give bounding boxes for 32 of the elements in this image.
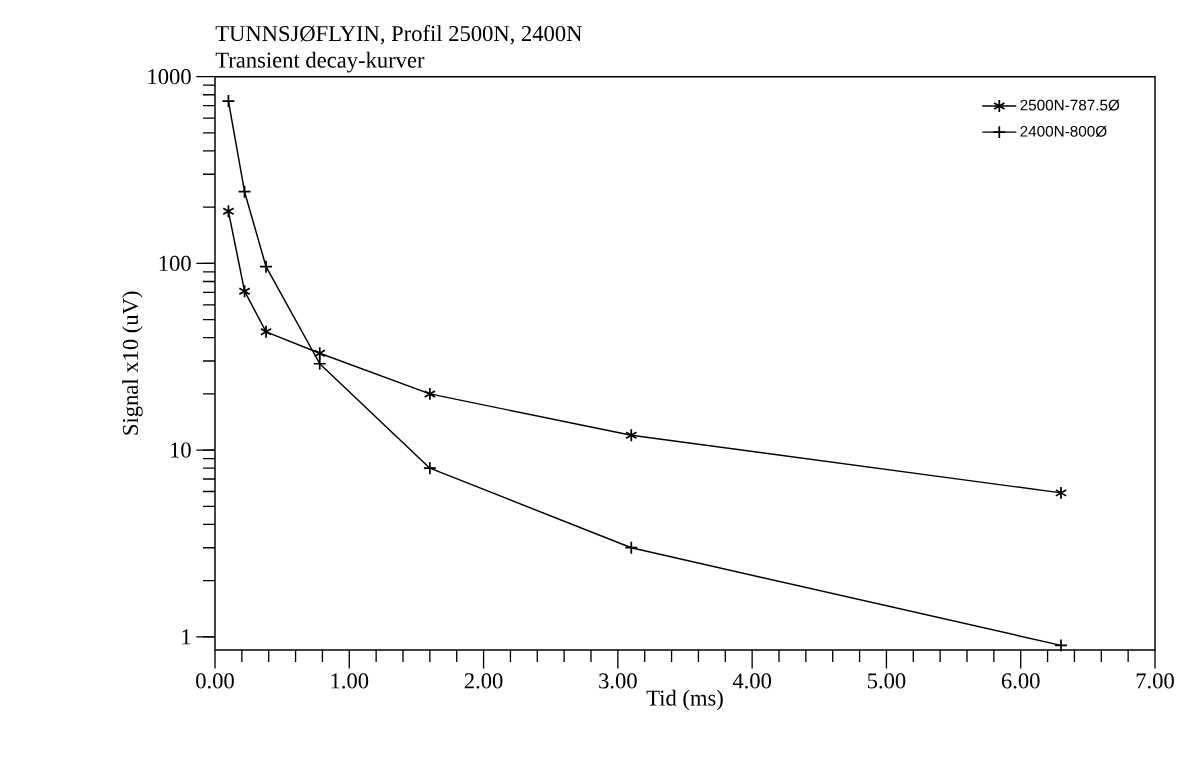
x-tick-label: 4.00 — [732, 673, 772, 689]
point — [423, 387, 436, 401]
chart-subtitle: Transient decay-kurver — [215, 51, 425, 73]
point — [221, 94, 236, 108]
point — [222, 204, 235, 219]
point — [1054, 486, 1068, 500]
x-tick-label: 3.00 — [599, 673, 637, 689]
point — [624, 540, 639, 555]
point — [313, 346, 326, 361]
x-tick-label: 1.00 — [331, 673, 369, 689]
legend-label: 2400N-800Ø — [1020, 125, 1107, 137]
x-tick-label: 7.00 — [1136, 673, 1174, 689]
x-tick-label: 5.00 — [867, 673, 906, 689]
x-tick-label: 0.00 — [196, 673, 234, 689]
point — [259, 259, 273, 274]
x-axis-title: Tid (ms) — [646, 689, 723, 711]
point — [237, 184, 252, 199]
y-tick-label: 1000 — [148, 69, 191, 85]
y-tick-label: 10 — [171, 442, 191, 458]
point — [238, 284, 251, 299]
x-tick-label: 6.00 — [1001, 673, 1040, 689]
point — [312, 356, 327, 371]
chart-title: TUNNSJØFLYIN, Profil 2500N, 2400N — [215, 25, 582, 45]
y-tick-label: 1 — [182, 629, 191, 645]
point — [625, 428, 638, 443]
x-tick-label: 2.00 — [464, 673, 503, 689]
legend-label: 2500N-787.5Ø — [1020, 99, 1120, 111]
y-axis-title: Signal x10 (uV) — [122, 291, 143, 435]
y-tick-label: 100 — [159, 255, 191, 272]
point — [1054, 638, 1068, 653]
point — [259, 324, 273, 339]
point — [423, 461, 437, 476]
